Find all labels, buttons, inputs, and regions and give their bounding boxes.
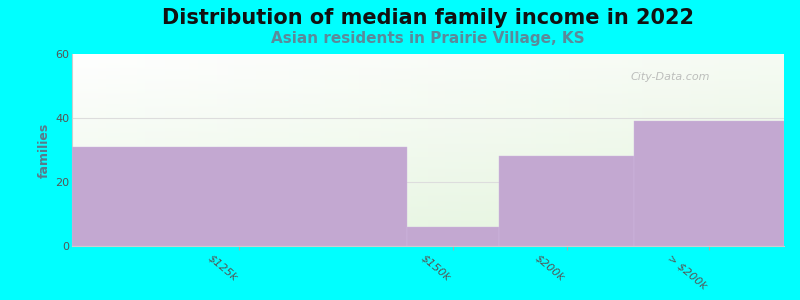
Bar	[72, 147, 406, 246]
Text: City-Data.com: City-Data.com	[630, 72, 710, 82]
Bar	[499, 156, 634, 246]
Bar	[634, 121, 784, 246]
Text: Distribution of median family income in 2022: Distribution of median family income in …	[162, 8, 694, 28]
Y-axis label: families: families	[38, 122, 51, 178]
Text: Asian residents in Prairie Village, KS: Asian residents in Prairie Village, KS	[271, 32, 585, 46]
Bar	[406, 227, 499, 246]
